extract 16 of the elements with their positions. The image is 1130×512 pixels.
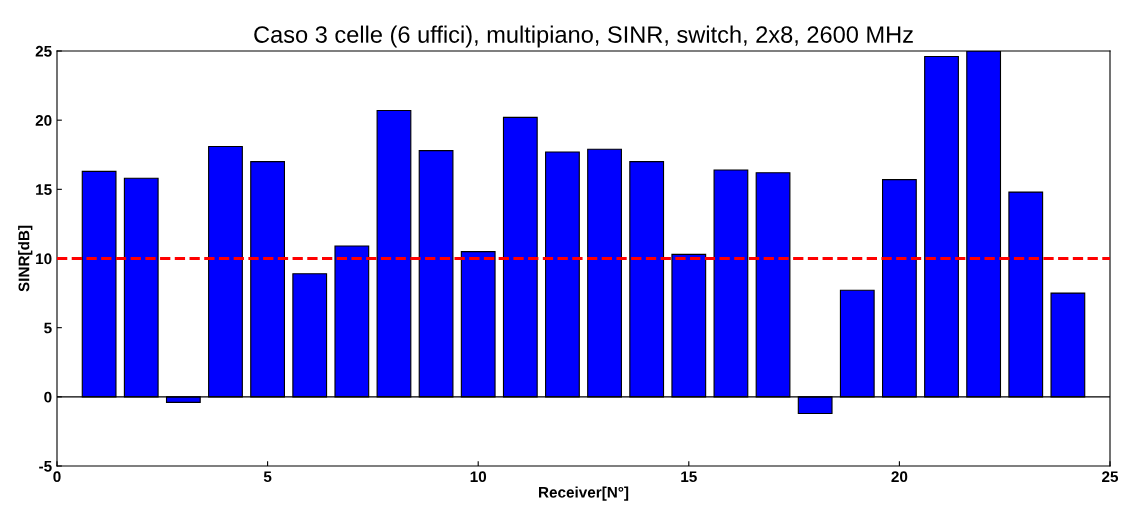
x-tick-label: 5 xyxy=(263,471,272,483)
x-tick-label: 20 xyxy=(891,471,908,483)
chart-title: Caso 3 celle (6 uffici), multipiano, SINR, switch, 2x8, 2600 MHz xyxy=(254,25,913,48)
y-tick-label: 15 xyxy=(36,184,52,196)
y-tick-label: 20 xyxy=(35,115,52,126)
y-axis-title: SINR[dB] xyxy=(18,225,33,292)
x-tick-label: 15 xyxy=(681,471,697,483)
y-tick-label: -5 xyxy=(39,461,52,472)
y-tick-label: 5 xyxy=(44,322,52,334)
x-tick-label: 10 xyxy=(470,471,487,483)
x-tick-label: 0 xyxy=(53,471,61,483)
x-axis-title: Receiver[N°] xyxy=(539,486,629,501)
y-tick-label: 25 xyxy=(35,45,52,57)
x-tick-label: 25 xyxy=(1102,471,1119,483)
y-tick-label: 0 xyxy=(44,391,52,403)
y-tick-label: 10 xyxy=(36,253,52,265)
